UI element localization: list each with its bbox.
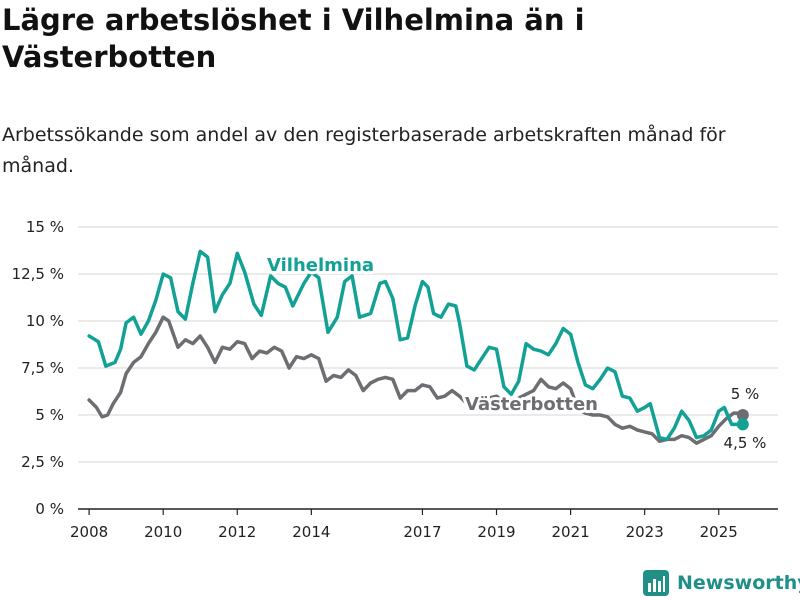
end-label-vilhelmina: 4,5 % (724, 434, 767, 452)
end-point-västerbotten (736, 409, 749, 421)
y-axis-ticks: 0 % 2,5 % 5 % 7,5 % 10 % 12,5 % 15 % (12, 218, 64, 518)
end-label-vasterbotten: 5 % (731, 385, 760, 403)
chart-subtitle: Arbetssökande som andel av den registerb… (2, 124, 726, 177)
y-tick-label: 12,5 % (12, 265, 64, 283)
series-line-vilhelmina (87, 249, 745, 442)
x-tick-label: 2012 (218, 523, 256, 541)
y-tick-label: 5 % (35, 406, 64, 424)
x-tick-label: 2014 (292, 523, 330, 541)
x-tick-label: 2021 (551, 523, 589, 541)
y-tick-label: 0 % (35, 500, 64, 518)
series-label-västerbotten: Västerbotten (465, 394, 598, 415)
y-tick-label: 2,5 % (21, 453, 64, 471)
x-tick-label: 2017 (403, 523, 441, 541)
x-tick-label: 2025 (700, 523, 738, 541)
series-labels: Vilhelmina Västerbotten 5 % 4,5 % (264, 252, 767, 452)
series-label-vilhelmina: Vilhelmina (267, 255, 374, 276)
series-lines (87, 249, 749, 445)
x-tick-label: 2023 (626, 523, 664, 541)
y-tick-label: 15 % (26, 218, 64, 236)
x-tick-label: 2008 (70, 523, 108, 541)
end-point-vilhelmina (736, 418, 749, 431)
newsworthy-logo-icon (643, 570, 669, 596)
x-tick-label: 2010 (144, 523, 182, 541)
chart-title: Lägre arbetslöshet i Vilhelmina än i Väs… (2, 3, 585, 74)
y-tick-label: 7,5 % (21, 359, 64, 377)
y-tick-label: 10 % (26, 312, 64, 330)
x-axis: 2008 2010 2012 2014 2017 2019 2021 2023 2025 (70, 508, 778, 541)
series-line-västerbotten (87, 315, 745, 445)
brand-name: Newsworthy (677, 572, 800, 594)
brand: Newsworthy (643, 568, 800, 598)
x-tick-label: 2019 (477, 523, 515, 541)
